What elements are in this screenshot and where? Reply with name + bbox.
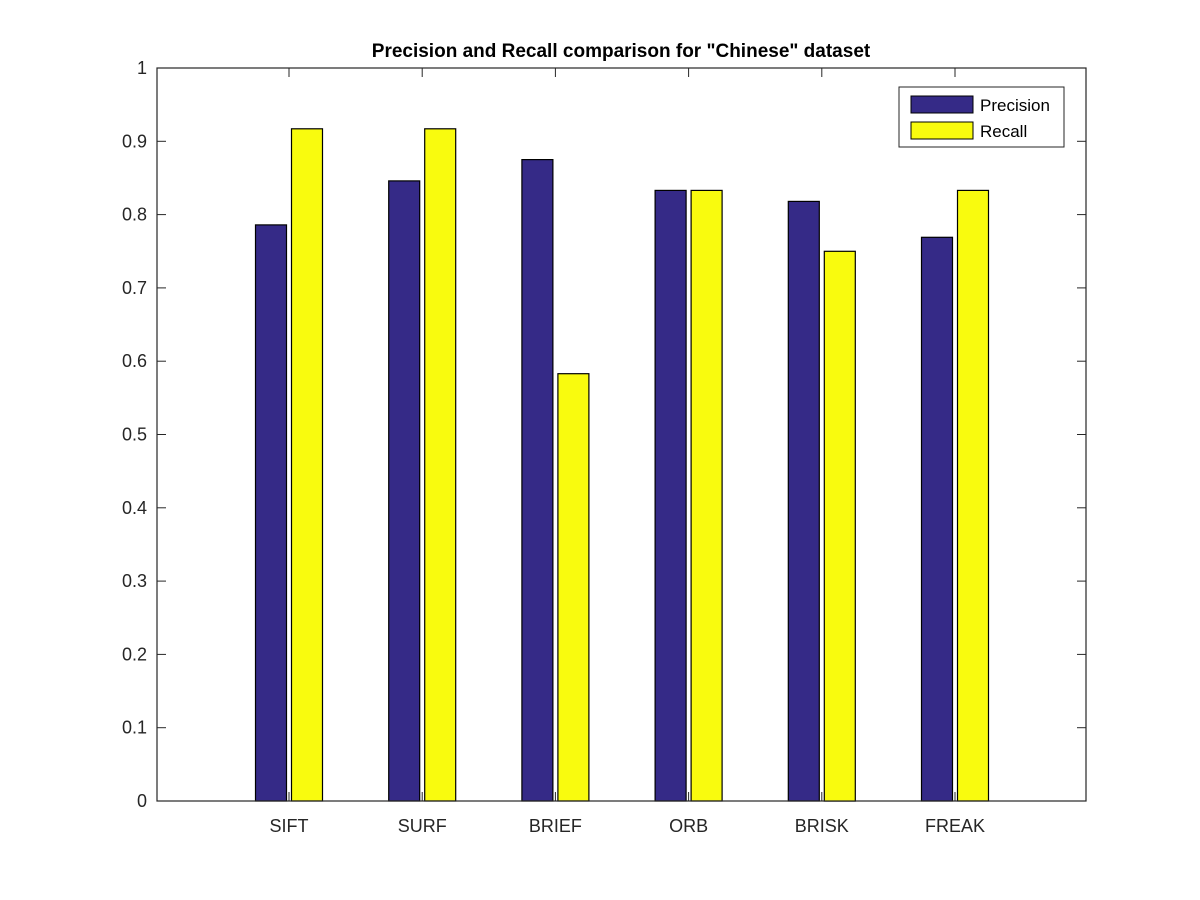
y-tick-label: 0.4 <box>122 498 147 518</box>
bar-precision-brief <box>521 159 554 802</box>
x-tick-label-sift: SIFT <box>270 816 309 836</box>
y-tick-label: 0.3 <box>122 571 147 591</box>
legend-label-precision: Precision <box>980 96 1050 115</box>
y-tick-label: 1 <box>137 58 147 78</box>
bar-precision-brisk <box>787 200 820 802</box>
bar-recall-sift <box>290 128 324 802</box>
x-tick-label-freak: FREAK <box>925 816 985 836</box>
bar-recall-brief <box>557 373 590 802</box>
bar-recall-orb <box>690 189 723 802</box>
ticks-layer: 0 0.1 0.2 0.3 0.4 0.5 0.6 0.7 0.8 0.9 1 SIFT SURF BRI… <box>122 58 1086 836</box>
bar-recall-freak <box>956 189 990 802</box>
legend-swatch-recall <box>910 121 974 140</box>
x-tick-label-brisk: BRISK <box>795 816 849 836</box>
bar-precision-orb <box>654 189 687 802</box>
bar-recall-brisk <box>823 250 856 802</box>
y-tick-label: 0.7 <box>122 278 147 298</box>
bars-layer <box>254 128 990 802</box>
y-tick-label: 0 <box>137 791 147 811</box>
bar-precision-sift <box>254 224 288 802</box>
y-tick-label: 0.2 <box>122 644 147 664</box>
bar-precision-freak <box>920 236 954 802</box>
legend-label-recall: Recall <box>980 122 1027 141</box>
y-tick-label: 0.5 <box>122 425 147 445</box>
x-tick-label-surf: SURF <box>398 816 447 836</box>
y-tick-label: 0.9 <box>122 131 147 151</box>
bar-recall-surf <box>424 128 457 802</box>
y-tick-label: 0.1 <box>122 718 147 738</box>
y-tick-label: 0.6 <box>122 351 147 371</box>
legend: Precision Recall <box>898 86 1065 148</box>
x-tick-label-brief: BRIEF <box>529 816 582 836</box>
chart-title: Precision and Recall comparison for "Chi… <box>372 41 871 62</box>
legend-swatch-precision <box>910 95 974 114</box>
x-tick-label-orb: ORB <box>669 816 708 836</box>
bar-precision-surf <box>388 180 421 802</box>
y-tick-label: 0.8 <box>122 205 147 225</box>
